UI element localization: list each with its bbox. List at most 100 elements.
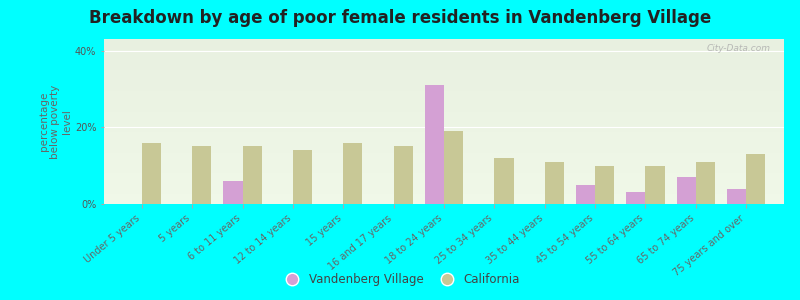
Bar <box>104 111 784 112</box>
Bar <box>104 44 784 45</box>
Bar <box>104 153 784 154</box>
Bar <box>104 199 784 200</box>
Bar <box>223 181 242 204</box>
Bar <box>595 166 614 204</box>
Bar <box>104 160 784 161</box>
Bar <box>104 85 784 86</box>
Bar <box>104 168 784 169</box>
Bar <box>104 139 784 140</box>
Bar <box>104 146 784 147</box>
Bar <box>104 39 784 40</box>
Bar <box>104 112 784 113</box>
Bar <box>104 197 784 198</box>
Bar <box>104 99 784 100</box>
Bar <box>104 94 784 95</box>
Bar <box>425 85 444 204</box>
Bar <box>104 203 784 204</box>
Bar <box>104 40 784 41</box>
Bar <box>104 98 784 99</box>
Bar <box>104 68 784 69</box>
Bar <box>104 88 784 89</box>
Bar <box>104 60 784 61</box>
Bar <box>104 59 784 60</box>
Y-axis label: percentage
below poverty
level: percentage below poverty level <box>39 84 72 159</box>
Bar <box>104 118 784 119</box>
Bar <box>104 151 784 152</box>
Bar <box>104 156 784 157</box>
Bar <box>104 41 784 42</box>
Bar <box>104 180 784 181</box>
Bar <box>104 133 784 134</box>
Bar <box>104 84 784 85</box>
Bar <box>104 183 784 184</box>
Bar <box>104 121 784 122</box>
Bar <box>104 159 784 160</box>
Bar <box>104 141 784 142</box>
Bar <box>104 80 784 81</box>
Bar <box>104 47 784 48</box>
Bar <box>104 147 784 148</box>
Bar <box>104 172 784 173</box>
Bar <box>746 154 766 204</box>
Bar <box>104 138 784 139</box>
Bar <box>104 65 784 66</box>
Bar <box>104 72 784 73</box>
Bar <box>104 154 784 155</box>
Bar <box>104 135 784 136</box>
Bar <box>104 124 784 125</box>
Bar <box>104 89 784 90</box>
Bar <box>626 193 646 204</box>
Bar <box>104 140 784 141</box>
Bar <box>104 119 784 120</box>
Bar <box>104 43 784 44</box>
Bar <box>104 201 784 202</box>
Bar <box>104 115 784 116</box>
Bar <box>104 106 784 107</box>
Bar <box>104 152 784 153</box>
Bar <box>104 52 784 53</box>
Bar <box>104 127 784 128</box>
Bar <box>104 123 784 124</box>
Bar <box>104 100 784 101</box>
Bar <box>104 179 784 180</box>
Bar <box>104 175 784 176</box>
Bar <box>104 91 784 92</box>
Bar <box>104 186 784 187</box>
Bar <box>104 166 784 167</box>
Bar <box>104 116 784 117</box>
Bar <box>104 130 784 131</box>
Bar <box>104 70 784 71</box>
Bar <box>104 90 784 91</box>
Bar <box>104 193 784 194</box>
Bar <box>104 96 784 97</box>
Bar <box>293 150 312 204</box>
Bar <box>104 131 784 132</box>
Bar <box>104 53 784 54</box>
Bar <box>104 81 784 82</box>
Bar <box>104 194 784 195</box>
Bar <box>104 134 784 135</box>
Bar <box>104 51 784 52</box>
Bar <box>104 46 784 47</box>
Bar <box>104 195 784 196</box>
Bar <box>104 163 784 164</box>
Bar <box>104 126 784 127</box>
Bar <box>104 182 784 183</box>
Bar <box>104 125 784 126</box>
Bar <box>104 45 784 46</box>
Text: Breakdown by age of poor female residents in Vandenberg Village: Breakdown by age of poor female resident… <box>89 9 711 27</box>
Bar <box>104 157 784 158</box>
Bar <box>104 192 784 193</box>
Bar <box>104 104 784 105</box>
Bar <box>104 142 784 143</box>
Bar <box>444 131 463 204</box>
Bar <box>104 66 784 67</box>
Bar <box>104 107 784 108</box>
Bar <box>104 62 784 63</box>
Bar <box>104 114 784 115</box>
Bar <box>545 162 564 204</box>
Bar <box>104 74 784 75</box>
Bar <box>104 167 784 168</box>
Bar <box>104 170 784 171</box>
Bar <box>104 113 784 114</box>
